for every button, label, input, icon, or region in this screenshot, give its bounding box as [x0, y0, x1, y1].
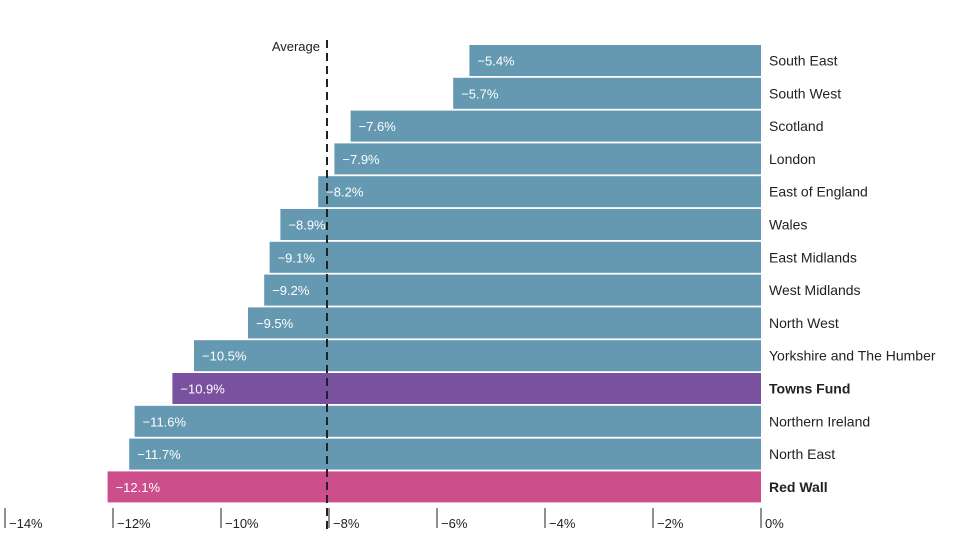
x-tick-label: −14% [9, 516, 43, 531]
average-label: Average [272, 39, 320, 54]
x-tick-label: −8% [333, 516, 360, 531]
bar-towns-fund [172, 373, 761, 404]
x-tick-label: −12% [117, 516, 151, 531]
bar-value-label-north-west: −9.5% [256, 316, 294, 331]
bar-south-east [469, 45, 761, 76]
bar-value-label-east-of-england: −8.2% [326, 185, 364, 200]
category-label-south-east: South East [769, 53, 838, 69]
bar-value-label-north-east: −11.7% [137, 447, 181, 462]
bar-value-label-south-west: −5.7% [461, 86, 499, 101]
x-axis-ticks-group: −14% −12% −10% −8% −6% −4% −2% 0% [4, 508, 784, 531]
category-label-yorkshire-and-the-humber: Yorkshire and The Humber [769, 348, 936, 364]
category-label-towns-fund: Towns Fund [769, 381, 850, 397]
bar-red-wall [107, 471, 762, 503]
bar-east-midlands [269, 241, 761, 273]
bar-value-label-wales: −8.9% [288, 218, 326, 233]
x-tick-label: 0% [765, 516, 784, 531]
bar-value-label-london: −7.9% [342, 152, 380, 167]
category-labels-group: South East South West Scotland London East o… [769, 53, 936, 495]
bar-yorkshire-and-the-humber [194, 340, 761, 372]
x-tick-label: −4% [549, 516, 576, 531]
bar-value-label-west-midlands: −9.2% [272, 283, 310, 298]
category-label-london: London [769, 151, 816, 167]
bar-north-west [248, 307, 761, 339]
category-label-wales: Wales [769, 217, 807, 233]
x-tick-label: −6% [441, 516, 468, 531]
x-tick-label: −2% [657, 516, 684, 531]
bar-northern-ireland [134, 405, 762, 437]
category-label-east-of-england: East of England [769, 184, 868, 200]
bar-value-label-towns-fund: −10.9% [180, 382, 225, 397]
bar-labels-group: −5.4% −5.7% −7.6% −7.9% −8.2% −8.9% −9.1% −9.2%… [116, 54, 515, 495]
x-tick-label: −10% [225, 516, 259, 531]
bar-north-east [129, 438, 761, 470]
category-label-red-wall: Red Wall [769, 479, 828, 495]
category-label-north-west: North West [769, 315, 839, 331]
bar-value-label-east-midlands: −9.1% [278, 250, 316, 265]
average-line-group: Average [272, 39, 328, 530]
bar-value-label-scotland: −7.6% [359, 119, 397, 134]
bar-west-midlands [264, 274, 761, 306]
category-label-south-west: South West [769, 85, 841, 101]
bar-value-label-south-east: −5.4% [477, 54, 515, 69]
bar-value-label-red-wall: −12.1% [116, 480, 161, 495]
bar-london [334, 143, 761, 175]
category-label-west-midlands: West Midlands [769, 282, 861, 298]
bars-group [107, 45, 762, 503]
bar-value-label-northern-ireland: −11.6% [143, 414, 187, 429]
category-label-north-east: North East [769, 446, 835, 462]
category-label-northern-ireland: Northern Ireland [769, 413, 870, 429]
bar-value-label-yorkshire-and-the-humber: −10.5% [202, 349, 247, 364]
category-label-scotland: Scotland [769, 118, 823, 134]
bar-wales [280, 209, 761, 240]
bar-south-west [453, 77, 761, 109]
bar-scotland [350, 110, 761, 142]
category-label-east-midlands: East Midlands [769, 249, 857, 265]
bar-east-of-england [318, 176, 761, 208]
